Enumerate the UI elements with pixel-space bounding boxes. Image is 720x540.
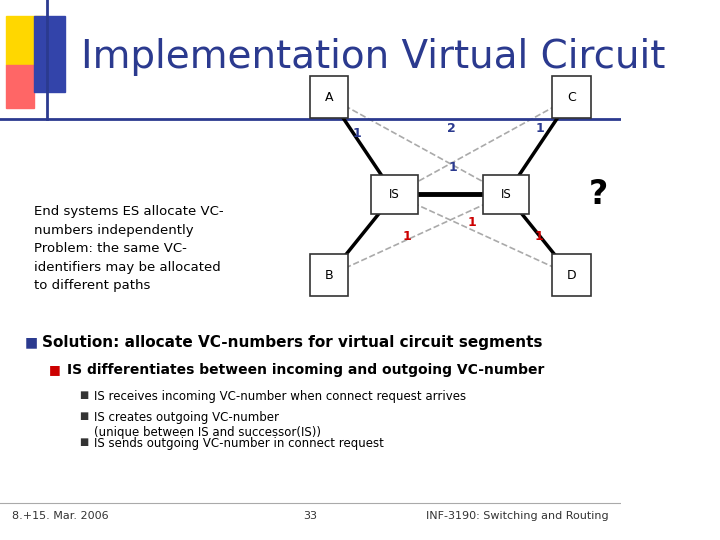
FancyBboxPatch shape (552, 254, 590, 296)
Text: ■: ■ (48, 363, 60, 376)
Text: IS receives incoming VC-number when connect request arrives: IS receives incoming VC-number when conn… (94, 390, 467, 403)
Text: IS differentiates between incoming and outgoing VC-number: IS differentiates between incoming and o… (67, 363, 544, 377)
Text: ?: ? (588, 178, 608, 211)
Text: C: C (567, 91, 576, 104)
Text: Solution: allocate VC-numbers for virtual circuit segments: Solution: allocate VC-numbers for virtua… (42, 335, 543, 350)
Text: 1: 1 (468, 216, 477, 229)
FancyBboxPatch shape (483, 175, 529, 214)
FancyBboxPatch shape (310, 76, 348, 118)
Text: Implementation Virtual Circuit: Implementation Virtual Circuit (81, 38, 665, 76)
Text: IS creates outgoing VC-number
(unique between IS and successor(IS)): IS creates outgoing VC-number (unique be… (94, 411, 321, 440)
Text: End systems ES allocate VC-
numbers independently
Problem: the same VC-
identifi: End systems ES allocate VC- numbers inde… (34, 205, 224, 292)
Text: 1: 1 (535, 230, 544, 243)
Text: INF-3190: Switching and Routing: INF-3190: Switching and Routing (426, 511, 608, 521)
Text: 8.+15. Mar. 2006: 8.+15. Mar. 2006 (12, 511, 109, 521)
Text: IS: IS (501, 188, 511, 201)
Text: ■: ■ (25, 335, 38, 349)
Polygon shape (6, 16, 43, 65)
Text: ■: ■ (79, 411, 89, 422)
Text: A: A (325, 91, 333, 104)
Text: B: B (325, 269, 333, 282)
Text: IS sends outgoing VC-number in connect request: IS sends outgoing VC-number in connect r… (94, 437, 384, 450)
Text: 1: 1 (449, 161, 458, 174)
Polygon shape (6, 65, 34, 108)
FancyBboxPatch shape (371, 175, 418, 214)
Text: IS: IS (389, 188, 400, 201)
Text: 1: 1 (352, 127, 361, 140)
Polygon shape (34, 16, 66, 92)
FancyBboxPatch shape (310, 254, 348, 296)
FancyBboxPatch shape (552, 76, 590, 118)
Text: ■: ■ (79, 390, 89, 400)
Text: 1: 1 (536, 122, 545, 135)
Text: 2: 2 (446, 122, 455, 135)
Text: D: D (567, 269, 576, 282)
Text: ■: ■ (79, 437, 89, 448)
Text: 33: 33 (304, 511, 318, 521)
Text: 1: 1 (403, 230, 412, 243)
